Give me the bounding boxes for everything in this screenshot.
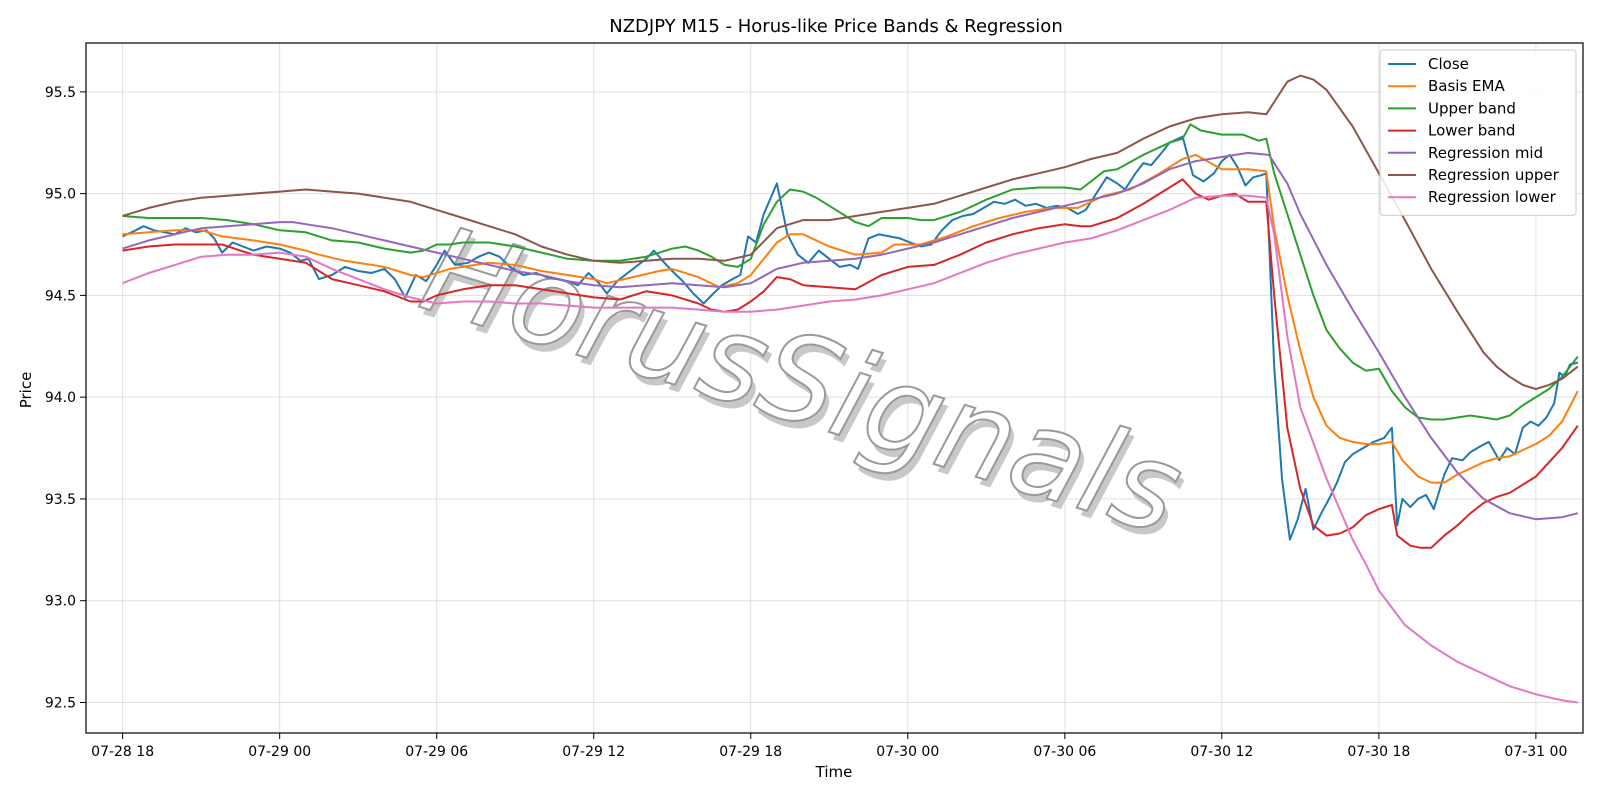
series-line-regression-lower <box>122 194 1578 704</box>
legend-label: Regression upper <box>1428 166 1560 184</box>
legend-label: Regression mid <box>1428 144 1543 162</box>
legend-label: Basis EMA <box>1428 77 1505 95</box>
x-tick-label: 07-30 06 <box>1033 744 1096 760</box>
x-tick-label: 07-28 18 <box>91 744 154 760</box>
x-tick-label: 07-29 18 <box>719 744 782 760</box>
legend-label: Close <box>1428 55 1469 73</box>
x-axis: 07-28 18 07-29 00 07-29 06 07-29 12 07-29 18… <box>91 733 1567 760</box>
chart-title: NZDJPY M15 - Horus-like Price Bands & Re… <box>609 16 1062 37</box>
x-tick-label: 07-30 18 <box>1347 744 1410 760</box>
y-axis: 92.5 93.0 93.5 94.0 94.5 95.0 95.5 <box>45 85 86 711</box>
y-tick-label: 92.5 <box>45 695 76 711</box>
y-tick-label: 94.0 <box>45 390 76 406</box>
y-axis-title: Price <box>17 372 35 409</box>
plot-area-frame <box>85 42 1584 734</box>
y-tick-label: 95.5 <box>45 85 76 101</box>
y-tick-label: 95.0 <box>45 187 76 203</box>
legend-box <box>1379 49 1577 216</box>
y-tick-label: 93.0 <box>45 594 76 610</box>
series-line-basis-ema <box>122 153 1579 484</box>
series-line-close <box>122 135 1579 541</box>
series-line-upper-band <box>122 123 1579 421</box>
x-tick-label: 07-30 00 <box>876 744 939 760</box>
x-tick-label: 07-30 12 <box>1190 744 1253 760</box>
y-tick-label: 94.5 <box>45 288 76 304</box>
legend-label: Regression lower <box>1428 188 1557 206</box>
legend: Close Basis EMA Upper band Lower band Regres… <box>1379 49 1577 216</box>
series-line-regression-mid <box>122 151 1579 521</box>
x-tick-label: 07-29 12 <box>562 744 625 760</box>
x-tick-label: 07-29 06 <box>405 744 468 760</box>
x-axis-title: Time <box>815 763 853 781</box>
legend-label: Lower band <box>1428 122 1515 140</box>
x-tick-label: 07-29 00 <box>248 744 311 760</box>
x-tick-label: 07-31 00 <box>1504 744 1567 760</box>
y-tick-label: 93.5 <box>45 492 76 508</box>
legend-label: Upper band <box>1428 99 1516 117</box>
